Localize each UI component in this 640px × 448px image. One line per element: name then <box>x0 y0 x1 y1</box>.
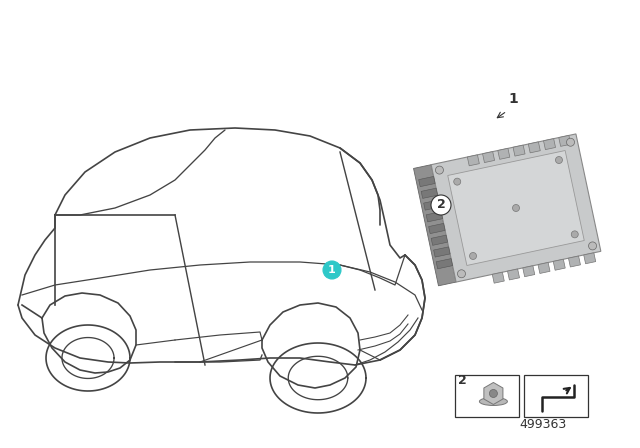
Polygon shape <box>483 151 495 163</box>
FancyBboxPatch shape <box>455 375 519 417</box>
Circle shape <box>470 253 477 259</box>
Circle shape <box>435 166 444 174</box>
Polygon shape <box>513 145 525 156</box>
Circle shape <box>513 204 520 211</box>
Polygon shape <box>559 135 571 146</box>
Polygon shape <box>419 177 435 187</box>
Polygon shape <box>434 247 450 257</box>
Circle shape <box>589 242 596 250</box>
Circle shape <box>458 270 465 278</box>
Polygon shape <box>426 211 443 222</box>
Polygon shape <box>431 134 601 282</box>
Text: 1: 1 <box>508 92 518 106</box>
Polygon shape <box>421 188 438 198</box>
Polygon shape <box>523 266 535 277</box>
Text: 2: 2 <box>458 375 467 388</box>
Circle shape <box>566 138 575 146</box>
Circle shape <box>454 178 461 185</box>
Polygon shape <box>538 263 550 273</box>
Circle shape <box>323 261 341 279</box>
Polygon shape <box>448 151 584 266</box>
Text: 2: 2 <box>436 198 445 211</box>
Polygon shape <box>568 256 580 267</box>
Polygon shape <box>553 259 565 270</box>
Circle shape <box>556 156 563 164</box>
Circle shape <box>431 195 451 215</box>
FancyBboxPatch shape <box>524 375 588 417</box>
Polygon shape <box>492 272 504 283</box>
Polygon shape <box>508 269 520 280</box>
Polygon shape <box>584 253 596 264</box>
Polygon shape <box>413 165 456 286</box>
Polygon shape <box>424 200 440 210</box>
Polygon shape <box>436 258 452 269</box>
Polygon shape <box>467 155 479 166</box>
Text: 499363: 499363 <box>520 418 566 431</box>
Polygon shape <box>528 142 540 153</box>
Polygon shape <box>543 138 556 150</box>
Ellipse shape <box>479 397 508 405</box>
Polygon shape <box>429 224 445 233</box>
Polygon shape <box>498 148 510 159</box>
Polygon shape <box>431 235 447 246</box>
Text: 1: 1 <box>328 265 336 275</box>
Circle shape <box>572 231 579 238</box>
Ellipse shape <box>490 389 497 397</box>
Polygon shape <box>484 383 503 405</box>
